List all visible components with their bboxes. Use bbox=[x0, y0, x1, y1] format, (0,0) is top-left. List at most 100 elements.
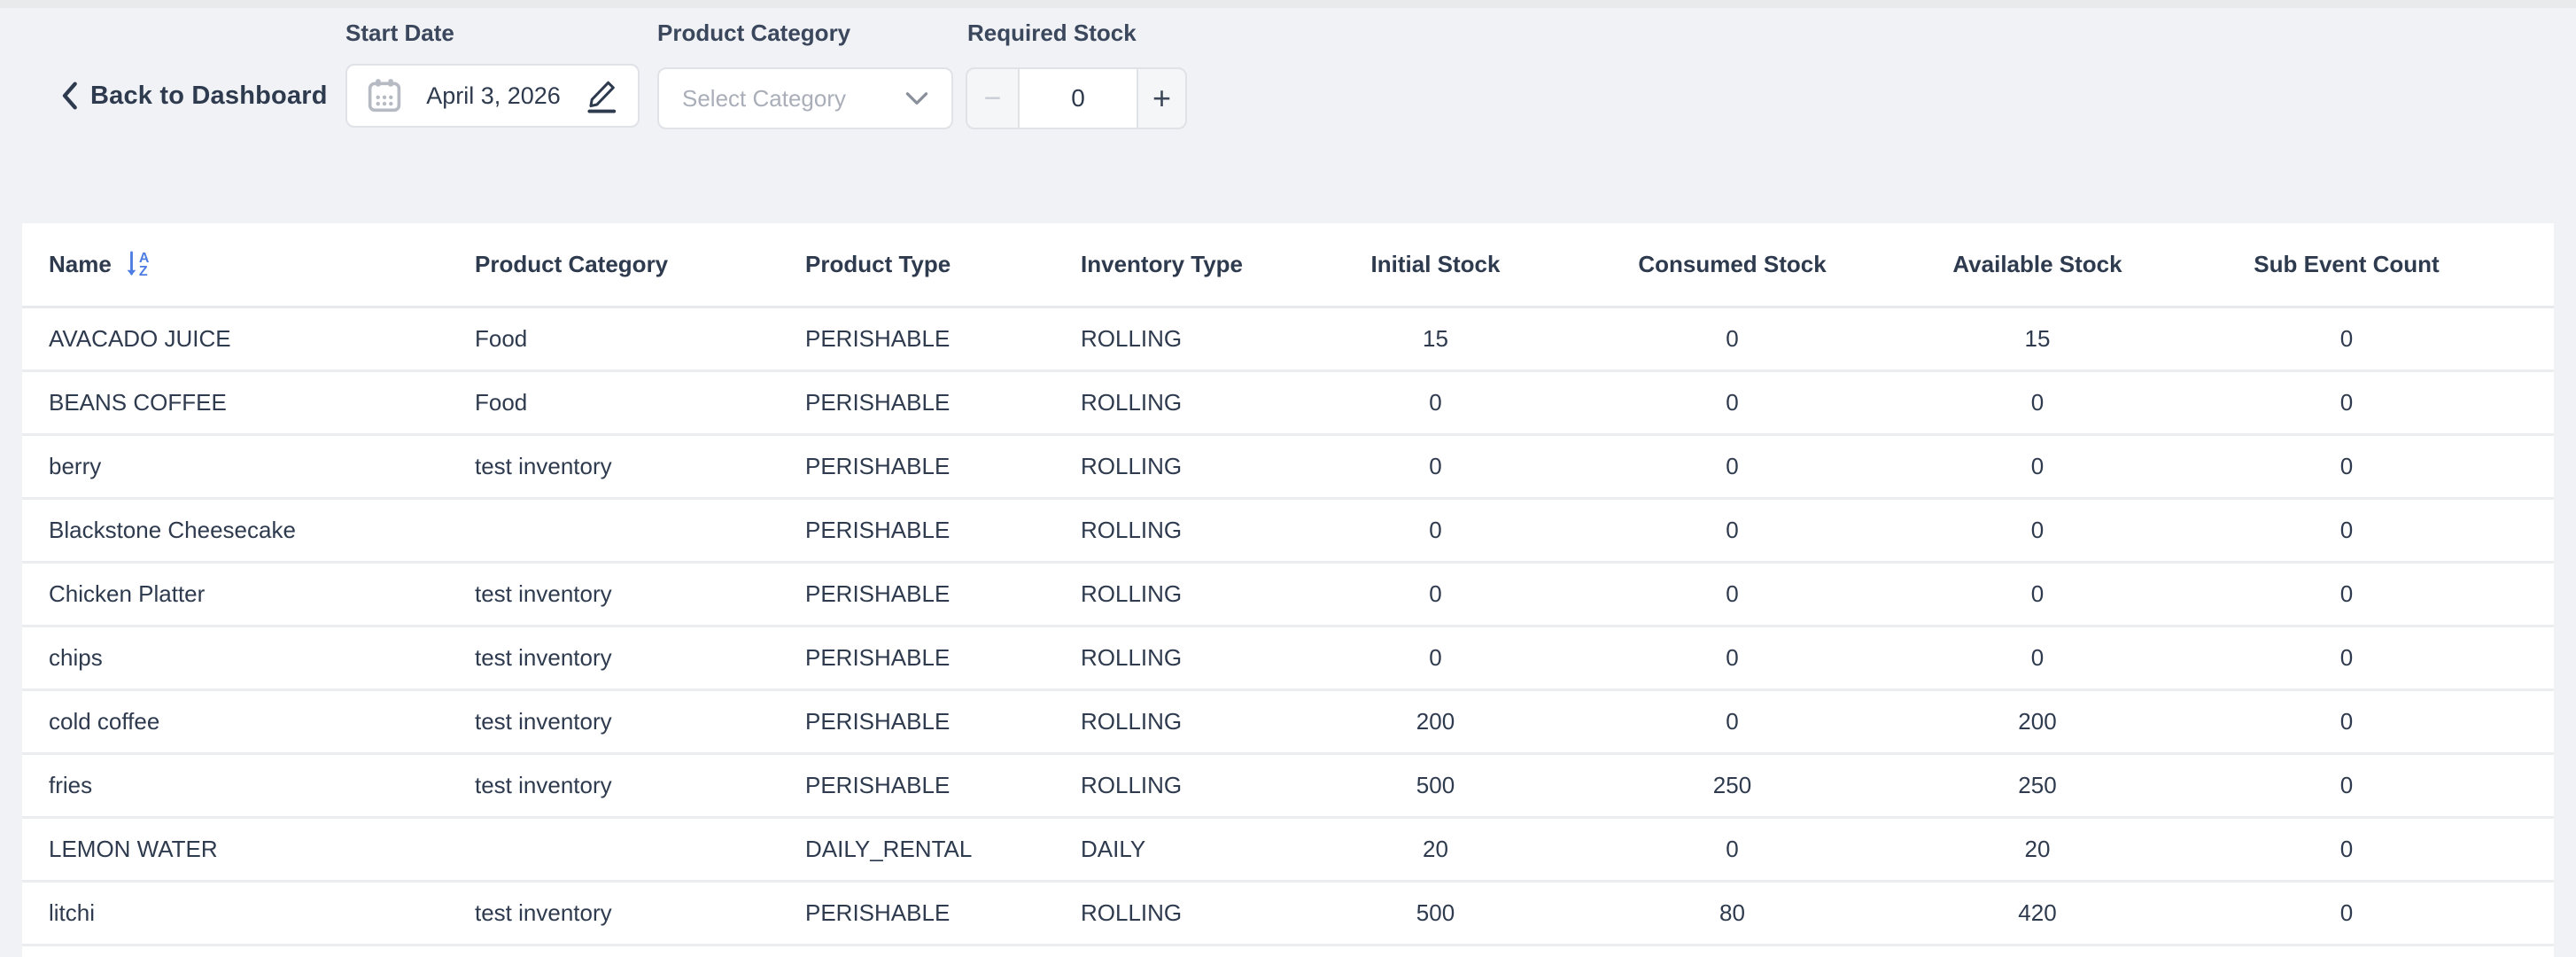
cell-product-category: Food bbox=[475, 325, 528, 352]
cell-product-category: test inventory bbox=[475, 453, 612, 479]
cell-inventory-type: ROLLING bbox=[1081, 708, 1183, 735]
calendar-icon bbox=[367, 77, 402, 114]
column-header-available-stock: Available Stock bbox=[1952, 251, 2122, 277]
cell-product-type: PERISHABLE bbox=[805, 580, 950, 607]
table-row: AVACADO JUICE Food PERISHABLE ROLLING 15… bbox=[22, 308, 2554, 372]
cell-available-stock: 0 bbox=[2030, 580, 2045, 607]
cell-initial-stock: 0 bbox=[1429, 517, 1442, 543]
cell-consumed-stock: 0 bbox=[1726, 644, 1739, 671]
cell-sub-event-count: 0 bbox=[2339, 899, 2354, 926]
increment-button[interactable]: + bbox=[1152, 80, 1172, 116]
cell-available-stock: 0 bbox=[2030, 644, 2045, 671]
cell-initial-stock: 15 bbox=[1423, 325, 1448, 352]
cell-inventory-type: DAILY bbox=[1081, 836, 1146, 862]
table-row: litchi test inventory PERISHABLE ROLLING… bbox=[22, 883, 2554, 946]
cell-product-category: Food bbox=[475, 389, 528, 416]
cell-product-type: PERISHABLE bbox=[805, 389, 950, 416]
cell-sub-event-count: 0 bbox=[2339, 325, 2354, 352]
partial-next-row bbox=[22, 946, 2554, 957]
edit-date-icon[interactable] bbox=[585, 76, 618, 115]
cell-product-category: test inventory bbox=[475, 580, 612, 607]
cell-available-stock: 20 bbox=[2024, 836, 2051, 862]
cell-inventory-type: ROLLING bbox=[1081, 389, 1183, 416]
cell-consumed-stock: 0 bbox=[1726, 580, 1739, 607]
cell-initial-stock: 500 bbox=[1416, 772, 1455, 798]
cell-product-type: PERISHABLE bbox=[805, 708, 950, 735]
table-row: BEANS COFFEE Food PERISHABLE ROLLING 0 0… bbox=[22, 372, 2554, 436]
cell-product-type: PERISHABLE bbox=[805, 325, 950, 352]
cell-consumed-stock: 0 bbox=[1726, 389, 1739, 416]
decrement-button[interactable]: − bbox=[983, 81, 1002, 115]
cell-inventory-type: ROLLING bbox=[1081, 772, 1183, 798]
column-header-consumed-stock: Consumed Stock bbox=[1638, 251, 1827, 277]
product-category-label: Product Category bbox=[657, 19, 851, 46]
cell-name: berry bbox=[49, 453, 102, 479]
cell-available-stock: 250 bbox=[2018, 772, 2057, 798]
cell-initial-stock: 0 bbox=[1429, 453, 1442, 479]
table-row: cold coffee test inventory PERISHABLE RO… bbox=[22, 691, 2554, 755]
table-row: LEMON WATER DAILY_RENTAL DAILY 20 0 20 0 bbox=[22, 819, 2554, 883]
cell-sub-event-count: 0 bbox=[2339, 772, 2354, 798]
cell-name: Blackstone Cheesecake bbox=[49, 517, 296, 543]
cell-sub-event-count: 0 bbox=[2339, 389, 2354, 416]
sort-letter-z: Z bbox=[138, 263, 148, 279]
start-date-label: Start Date bbox=[345, 19, 454, 46]
required-stock-label: Required Stock bbox=[967, 19, 1137, 46]
column-header-product-category: Product Category bbox=[475, 251, 669, 277]
cell-name: cold coffee bbox=[49, 708, 160, 735]
back-to-dashboard-label: Back to Dashboard bbox=[90, 81, 328, 110]
chevron-down-icon bbox=[905, 91, 928, 106]
cell-name: chips bbox=[49, 644, 103, 671]
back-to-dashboard-link[interactable]: Back to Dashboard bbox=[60, 78, 328, 113]
column-header-product-type: Product Type bbox=[805, 251, 951, 277]
cell-sub-event-count: 0 bbox=[2339, 836, 2354, 862]
cell-inventory-type: ROLLING bbox=[1081, 580, 1183, 607]
cell-available-stock: 420 bbox=[2018, 899, 2057, 926]
sort-letter-a: A bbox=[138, 250, 150, 266]
product-category-placeholder: Select Category bbox=[682, 84, 846, 112]
cell-consumed-stock: 0 bbox=[1726, 708, 1739, 735]
cell-initial-stock: 20 bbox=[1423, 836, 1448, 862]
required-stock-stepper: − 0 + bbox=[966, 67, 1187, 129]
cell-sub-event-count: 0 bbox=[2339, 453, 2354, 479]
cell-consumed-stock: 250 bbox=[1712, 772, 1752, 798]
top-bar bbox=[0, 0, 2576, 8]
cell-product-category: test inventory bbox=[475, 772, 612, 798]
cell-name: fries bbox=[49, 772, 93, 798]
column-header-inventory-type: Inventory Type bbox=[1081, 251, 1244, 277]
cell-product-type: PERISHABLE bbox=[805, 644, 950, 671]
cell-consumed-stock: 0 bbox=[1726, 836, 1739, 862]
required-stock-value[interactable]: 0 bbox=[1018, 69, 1138, 128]
cell-sub-event-count: 0 bbox=[2339, 517, 2354, 543]
cell-consumed-stock: 0 bbox=[1726, 517, 1739, 543]
cell-name: litchi bbox=[49, 899, 96, 926]
cell-initial-stock: 0 bbox=[1429, 644, 1442, 671]
cell-inventory-type: ROLLING bbox=[1081, 325, 1183, 352]
table-body: AVACADO JUICE Food PERISHABLE ROLLING 15… bbox=[22, 308, 2554, 946]
start-date-input[interactable]: April 3, 2026 bbox=[345, 64, 640, 128]
cell-name: AVACADO JUICE bbox=[49, 325, 231, 352]
cell-available-stock: 0 bbox=[2030, 517, 2045, 543]
column-header-initial-stock: Initial Stock bbox=[1370, 251, 1501, 277]
table-row: Chicken Platter test inventory PERISHABL… bbox=[22, 564, 2554, 627]
cell-consumed-stock: 0 bbox=[1726, 453, 1739, 479]
product-category-select[interactable]: Select Category bbox=[657, 67, 953, 129]
cell-available-stock: 0 bbox=[2030, 389, 2045, 416]
cell-product-type: PERISHABLE bbox=[805, 772, 950, 798]
cell-name: LEMON WATER bbox=[49, 836, 218, 862]
table-row: chips test inventory PERISHABLE ROLLING … bbox=[22, 627, 2554, 691]
table-row: fries test inventory PERISHABLE ROLLING … bbox=[22, 755, 2554, 819]
cell-initial-stock: 500 bbox=[1416, 899, 1455, 926]
cell-consumed-stock: 0 bbox=[1726, 325, 1739, 352]
cell-name: BEANS COFFEE bbox=[49, 389, 227, 416]
cell-product-category: test inventory bbox=[475, 899, 612, 926]
cell-product-type: PERISHABLE bbox=[805, 453, 950, 479]
cell-product-category: test inventory bbox=[475, 708, 612, 735]
table-row: berry test inventory PERISHABLE ROLLING … bbox=[22, 436, 2554, 500]
cell-initial-stock: 200 bbox=[1416, 708, 1455, 735]
cell-product-type: PERISHABLE bbox=[805, 517, 950, 543]
cell-sub-event-count: 0 bbox=[2339, 580, 2354, 607]
